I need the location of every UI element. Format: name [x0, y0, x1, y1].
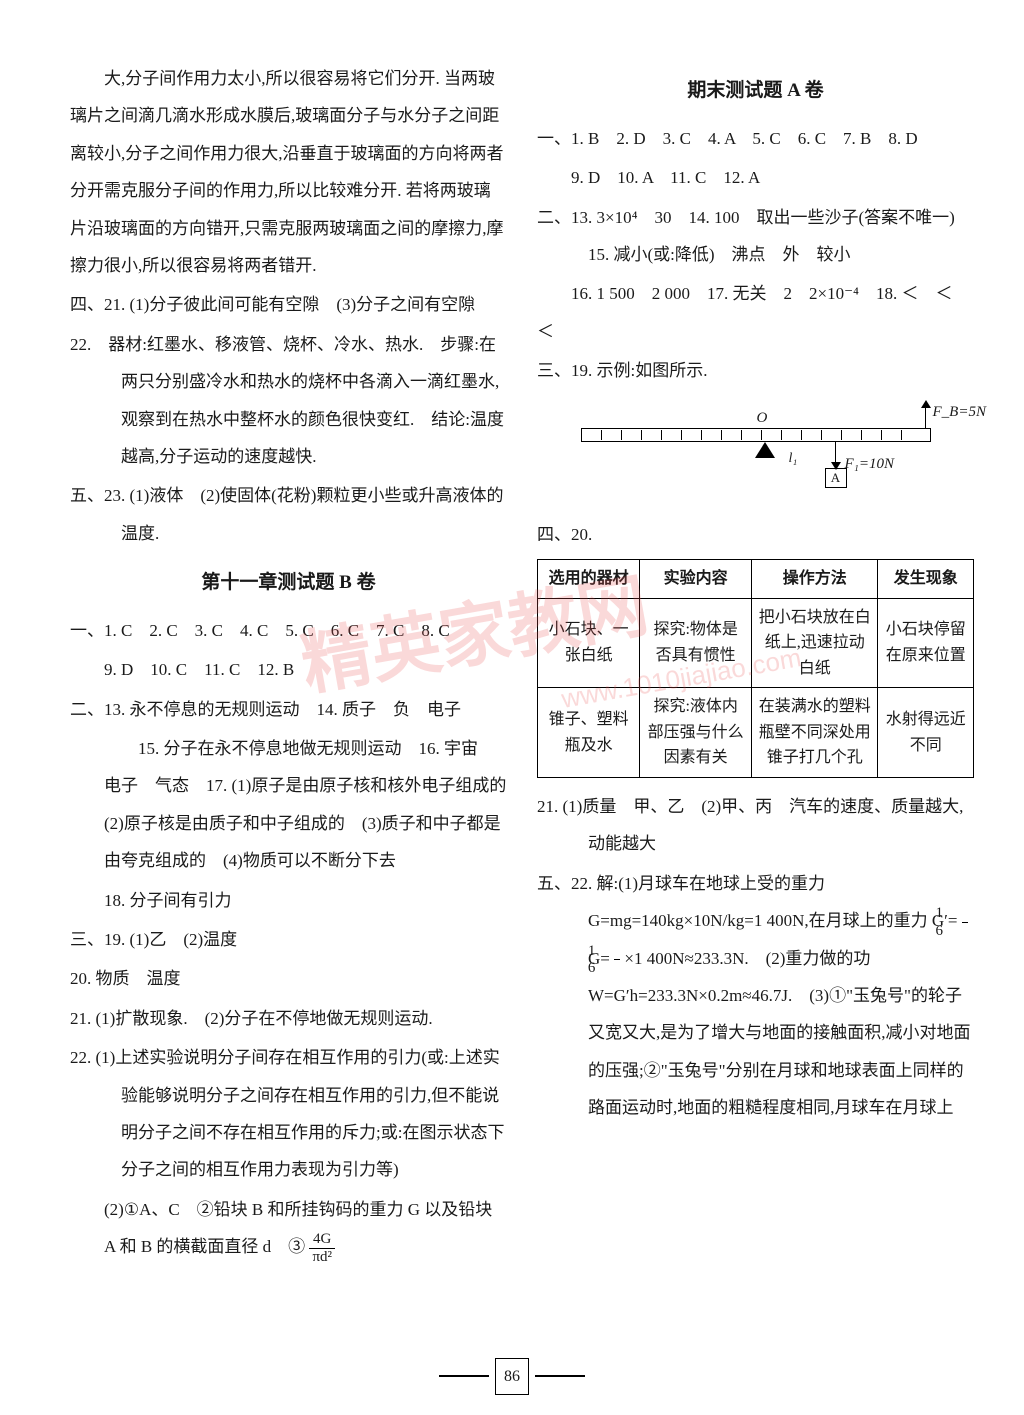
- table-row: 锥子、塑料瓶及水 探究:液体内部压强与什么因素有关 在装满水的塑料瓶壁不同深处用…: [538, 688, 974, 778]
- frac-den: πd²: [309, 1249, 335, 1266]
- page-num-bar-right: [535, 1375, 585, 1377]
- b-sec2-q13: 二、13. 永不停息的无规则运动 14. 质子 负 电子: [70, 691, 507, 728]
- fraction-1-6a: 1 6: [962, 905, 968, 939]
- b-sec1-line1: 一、1. C 2. C 3. C 4. C 5. C 6. C 7. C 8. …: [70, 612, 507, 649]
- th-phenomenon: 发生现象: [878, 559, 974, 598]
- frac-num: 4G: [309, 1231, 335, 1249]
- cell: 小石块停留在原来位置: [878, 598, 974, 688]
- cell: 把小石块放在白纸上,迅速拉动白纸: [752, 598, 878, 688]
- force-fb-arrow: [925, 402, 927, 428]
- b-sec3-q21: 21. (1)扩散现象. (2)分子在不停地做无规则运动.: [70, 1000, 507, 1037]
- page-num-bar-left: [439, 1375, 489, 1377]
- frac-den: 6: [962, 923, 968, 940]
- b-sec3-q22b: (2)①A、C ②铅块 B 和所挂钩码的重力 G 以及铅块 A 和 B 的横截面…: [70, 1191, 507, 1266]
- frac-num: 1: [962, 905, 968, 923]
- l1-label: l₁: [789, 444, 798, 475]
- fraction-1-6b: 1 6: [614, 943, 620, 977]
- right-column: 期末测试题 A 卷 一、1. B 2. D 3. C 4. A 5. C 6. …: [537, 60, 974, 1268]
- table-header-row: 选用的器材 实验内容 操作方法 发生现象: [538, 559, 974, 598]
- b-sec2-q18: 18. 分子间有引力: [70, 882, 507, 919]
- cell: 探究:液体内部压强与什么因素有关: [640, 688, 752, 778]
- a-sec2-q13: 二、13. 3×10⁴ 30 14. 100 取出一些沙子(答案不唯一) 15.…: [537, 199, 974, 274]
- b-sec3-q20: 20. 物质 温度: [70, 960, 507, 997]
- th-method: 操作方法: [752, 559, 878, 598]
- f1-label: F₁=10N: [845, 448, 895, 481]
- q21: 四、21. (1)分子彼此间可能有空隙 (3)分子之间有空隙: [70, 286, 507, 323]
- table-row: 小石块、一张白纸 探究:物体是否具有惯性 把小石块放在白纸上,迅速拉动白纸 小石…: [538, 598, 974, 688]
- b-sec2-q15: 15. 分子在永不停息地做无规则运动 16. 宇宙 电子 气态 17. (1)原…: [70, 730, 507, 880]
- lever-ticks: [581, 428, 931, 442]
- cell: 探究:物体是否具有惯性: [640, 598, 752, 688]
- page-num-box: 86: [495, 1358, 529, 1395]
- a-sec3-q19: 三、19. 示例:如图所示.: [537, 352, 974, 389]
- opening-paragraph: 大,分子间作用力太小,所以很容易将它们分开. 当两玻璃片之间滴几滴水形成水膜后,…: [70, 60, 507, 284]
- fb-label: F_B=5N: [933, 396, 986, 429]
- b-sec3-q19: 三、19. (1)乙 (2)温度: [70, 921, 507, 958]
- a-q21: 21. (1)质量 甲、乙 (2)甲、丙 汽车的速度、质量越大,动能越大: [537, 788, 974, 863]
- weight-a-box: A: [825, 468, 847, 488]
- fraction-4g-pid2: 4G πd²: [309, 1231, 335, 1265]
- b-sec3-q22a: 22. (1)上述实验说明分子间存在相互作用的引力(或:上述实验能够说明分子之间…: [70, 1039, 507, 1189]
- lever-diagram: O F_B=5N F₁=10N A l₁: [571, 396, 941, 506]
- frac-num: 1: [614, 943, 620, 961]
- cell: 锥子、塑料瓶及水: [538, 688, 640, 778]
- q22-part3: ×1 400N≈233.3N. (2)重力做的功 W=G′h=233.3N×0.…: [588, 949, 971, 1118]
- cell: 在装满水的塑料瓶壁不同深处用锥子打几个孔: [752, 688, 878, 778]
- th-equipment: 选用的器材: [538, 559, 640, 598]
- fulcrum-icon: [755, 442, 775, 458]
- force-f1-arrow: [835, 442, 837, 468]
- q21-text: (1)分子彼此间可能有空隙 (3)分子之间有空隙: [130, 295, 476, 314]
- chapter11-b-heading: 第十一章测试题 B 卷: [70, 562, 507, 604]
- a-sec2-q16: 16. 1 500 2 000 17. 无关 2 2×10⁻⁴ 18. ＜ ＜ …: [537, 275, 974, 350]
- frac-den: 6: [614, 960, 620, 977]
- a-q22: 五、22. 解:(1)月球车在地球上受的重力 G=mg=140kg×10N/kg…: [537, 865, 974, 1127]
- a-sec1-line1: 一、1. B 2. D 3. C 4. A 5. C 6. C 7. B 8. …: [537, 120, 974, 157]
- experiment-table: 选用的器材 实验内容 操作方法 发生现象 小石块、一张白纸 探究:物体是否具有惯…: [537, 559, 974, 778]
- final-exam-a-heading: 期末测试题 A 卷: [537, 70, 974, 112]
- q22b-text: (2)①A、C ②铅块 B 和所挂钩码的重力 G 以及铅块 A 和 B 的横截面…: [104, 1200, 492, 1256]
- b-sec1-line2: 9. D 10. C 11. C 12. B: [70, 651, 507, 688]
- cell: 小石块、一张白纸: [538, 598, 640, 688]
- cell: 水射得远近不同: [878, 688, 974, 778]
- q22-part1: 五、22. 解:(1)月球车在地球上受的重力 G=mg=140kg×10N/kg…: [537, 874, 962, 930]
- a-sec1-line2: 9. D 10. A 11. C 12. A: [537, 159, 974, 196]
- page-number: 86: [439, 1358, 585, 1395]
- left-column: 大,分子间作用力太小,所以很容易将它们分开. 当两玻璃片之间滴几滴水形成水膜后,…: [70, 60, 507, 1268]
- th-content: 实验内容: [640, 559, 752, 598]
- q23: 五、23. (1)液体 (2)使固体(花粉)颗粒更小些或升高液体的温度.: [70, 477, 507, 552]
- q22: 22. 器材:红墨水、移液管、烧杯、冷水、热水. 步骤:在两只分别盛冷水和热水的…: [70, 326, 507, 476]
- table-prefix: 四、20.: [537, 525, 592, 544]
- q21-prefix: 四、21.: [70, 295, 125, 314]
- o-label: O: [757, 402, 768, 435]
